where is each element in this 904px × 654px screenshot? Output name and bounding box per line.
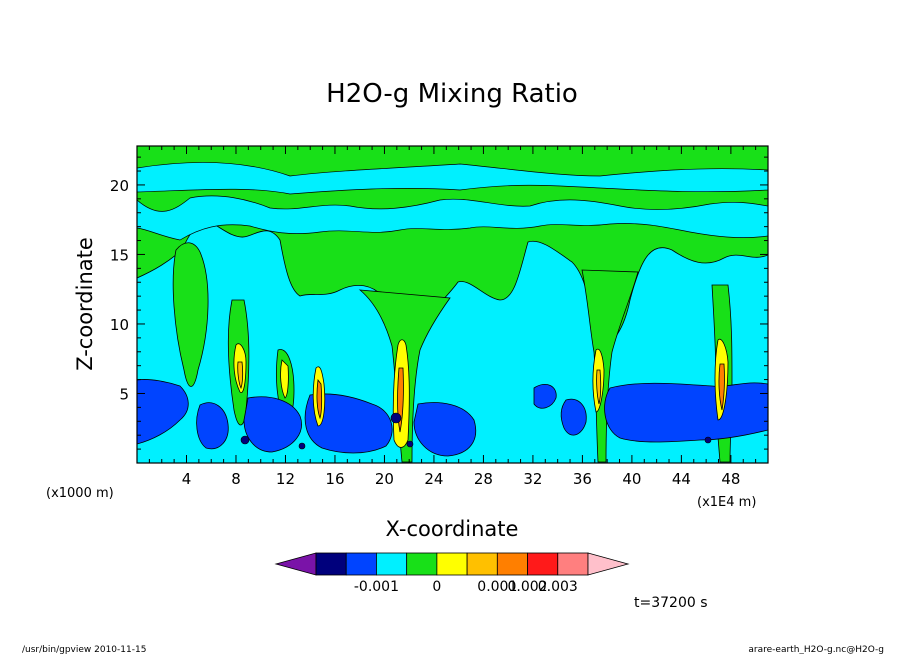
field-lower-layer-d [413,402,476,457]
y-axis: 5 10 15 20 [110,156,768,450]
x-tick-label: 48 [721,470,740,488]
x-tick-label: 36 [573,470,592,488]
core-37-inner [596,369,602,405]
convective-cores [233,338,729,448]
colorbar-box [557,552,589,576]
field-lower-layer-f [560,398,587,436]
y-tick-label: 20 [110,177,129,195]
colorbar-box [315,552,347,576]
x-tick-label: 28 [474,470,493,488]
plot-area [137,146,768,463]
x-tick-label: 4 [182,470,192,488]
y-tick-label: 15 [110,246,129,264]
x-unit-left: (x1000 m) [46,486,114,501]
colorbar-tick-label: 0.003 [538,579,578,595]
footer-left: /usr/bin/gpview 2010-11-15 [22,645,146,654]
colorbar-box [406,552,438,576]
y-axis-label: Z-coordinate [73,237,97,371]
colorbar-box [345,552,377,576]
field-streak [137,162,768,195]
x-tick-label: 40 [622,470,641,488]
field-lower-layer-e [533,384,557,409]
x-tick-label: 16 [325,470,344,488]
colorbar [274,552,630,576]
field-lower-layer-a [196,402,229,450]
colorbar-box [466,552,498,576]
plume-green-4 [172,242,209,387]
near-surface-dry-spots [240,412,712,450]
colorbar-box [436,552,468,576]
core-47-inner [718,363,725,411]
colorbar-tick-label: 0.002 [508,579,548,595]
field-lower-layer-left [137,379,189,445]
x-tick-label: 20 [375,470,394,488]
time-annotation: t=37200 s [634,595,708,611]
colorbar-box [527,552,559,576]
field-upper-cyan-band [137,195,768,241]
colorbar-box [376,552,408,576]
colorbar-tick-label: -0.001 [354,579,399,595]
footer-right: arare-earth_H2O-g.nc@H2O-g [748,645,884,654]
core-15-inner [316,378,323,420]
plume-green-37 [581,269,639,463]
x-tick-label: 44 [672,470,691,488]
chart-title: H2O-g Mixing Ratio [326,79,578,109]
x-unit-right: (x1E4 m) [697,495,756,510]
colorbar-tick-label: 0 [432,579,441,595]
field-lower-layer-c [304,393,393,454]
x-tick-label: 12 [276,470,295,488]
field-lower-layer-g [604,382,768,443]
colorbar-arrow-high [587,552,630,576]
x-axis: 4 8 12 16 20 24 28 32 36 40 44 48 [148,146,757,488]
colorbar-tick-label: 0.001 [477,579,517,595]
x-axis-label: X-coordinate [386,517,519,541]
colorbar-arrow-low [274,552,317,576]
x-tick-label: 24 [424,470,443,488]
y-tick-label: 10 [110,316,129,334]
colorbar-box [496,552,528,576]
core-8-inner [237,361,244,390]
y-tick-label: 5 [119,385,129,403]
plot-frame [136,145,769,464]
core-12 [280,359,289,399]
x-tick-label: 32 [523,470,542,488]
x-tick-label: 8 [231,470,241,488]
